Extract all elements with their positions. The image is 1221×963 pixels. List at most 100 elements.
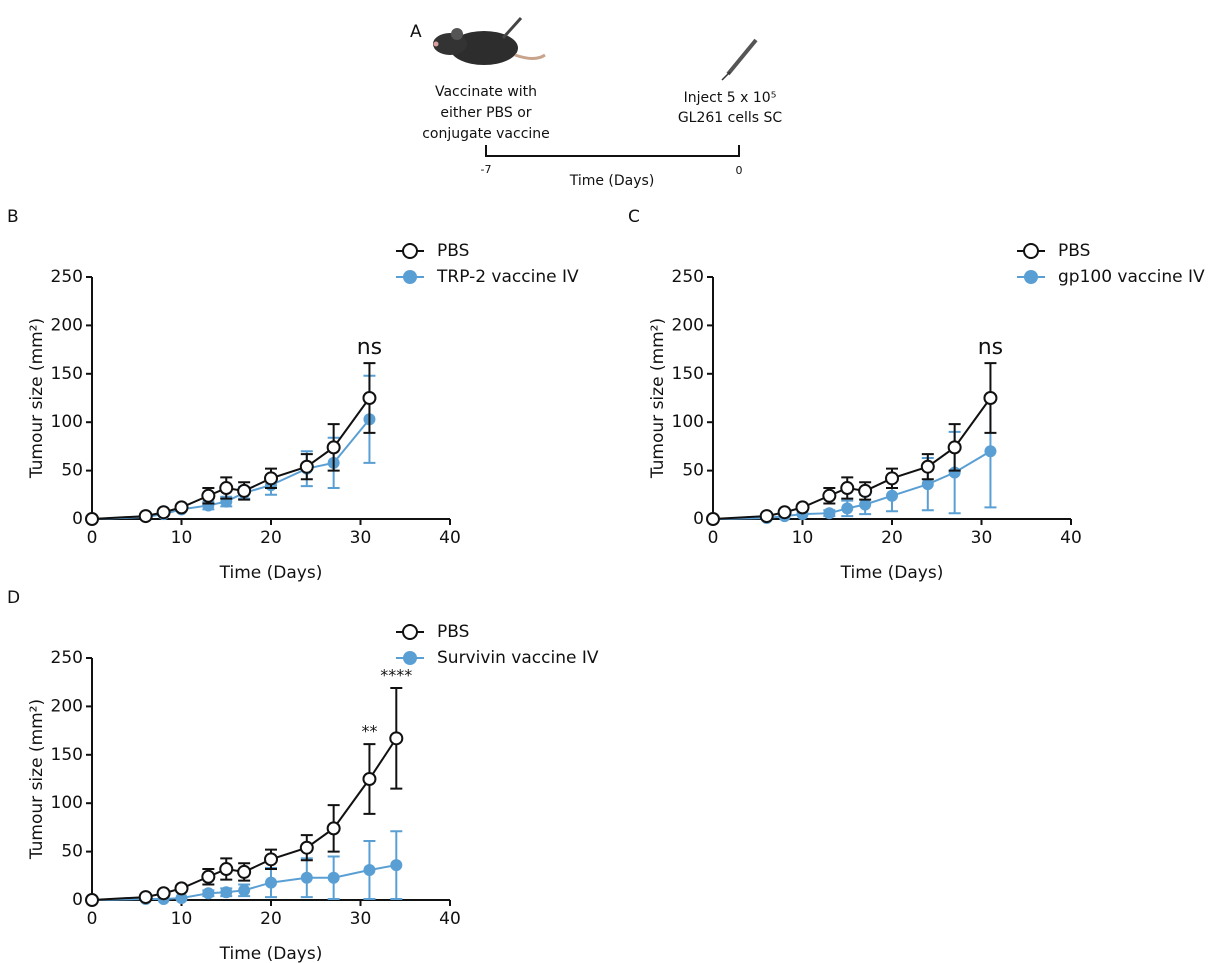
y-axis-label: Tumour size (mm²)	[27, 699, 47, 860]
x-tick-label: 40	[1060, 528, 1082, 548]
data-point	[202, 887, 215, 900]
y-tick-label: 200	[672, 315, 704, 335]
y-tick-label: 150	[51, 364, 83, 384]
y-tick-label: 0	[72, 890, 83, 910]
data-point	[265, 876, 277, 889]
legend-label: PBS	[1058, 241, 1090, 261]
mouse-icon	[433, 28, 546, 65]
y-tick-label: 250	[51, 267, 83, 287]
x-tick-label: 0	[87, 528, 98, 548]
data-point	[858, 483, 873, 498]
x-tick-label: 30	[971, 528, 993, 548]
x-tick-label: 30	[350, 909, 372, 929]
data-point	[947, 440, 962, 455]
y-tick-label: 100	[51, 793, 83, 813]
data-point	[201, 869, 216, 884]
legend-label: TRP-2 vaccine IV	[436, 267, 579, 287]
data-point	[156, 886, 171, 901]
x-tick-label: 20	[881, 528, 903, 548]
data-point	[237, 483, 252, 498]
data-point	[841, 502, 854, 515]
timeline-axis	[485, 145, 740, 157]
legend-label: gp100 vaccine IV	[1058, 267, 1205, 287]
data-point	[921, 478, 934, 491]
data-point	[201, 488, 216, 503]
x-axis-label: Time (Days)	[219, 944, 323, 963]
data-point	[237, 864, 252, 879]
panel-label: B	[7, 207, 19, 227]
timeline-tick: 0	[736, 164, 743, 177]
legend-label: PBS	[437, 241, 469, 261]
data-point	[326, 821, 341, 836]
legend-label: Survivin vaccine IV	[437, 648, 599, 668]
x-tick-label: 40	[439, 528, 461, 548]
x-tick-label: 30	[350, 528, 372, 548]
y-tick-label: 250	[672, 267, 704, 287]
data-point	[823, 507, 836, 520]
x-tick-label: 10	[171, 528, 193, 548]
y-tick-label: 250	[51, 648, 83, 668]
x-tick-label: 20	[260, 909, 282, 929]
step-text: either PBS or	[440, 105, 531, 121]
significance-label: **	[361, 722, 377, 741]
data-point	[174, 881, 189, 896]
legend-marker	[403, 270, 417, 284]
y-tick-label: 200	[51, 696, 83, 716]
legend-label: PBS	[437, 622, 469, 642]
y-tick-label: 50	[682, 461, 704, 481]
x-tick-label: 40	[439, 909, 461, 929]
y-tick-label: 150	[51, 745, 83, 765]
data-point	[885, 471, 899, 486]
data-point	[219, 481, 234, 496]
x-axis-label: Time (Days)	[219, 563, 323, 583]
data-point	[299, 459, 314, 474]
data-point	[238, 884, 251, 897]
step-text: conjugate vaccine	[422, 126, 550, 142]
data-point	[299, 840, 314, 855]
legend-marker	[1023, 243, 1039, 259]
y-tick-label: 200	[51, 315, 83, 335]
panel-a: A Vaccinate with either PBS or conjugate…	[410, 16, 783, 189]
data-point	[327, 871, 340, 884]
panel-label: C	[628, 207, 640, 227]
chart-panel: B 0 50 100 150 200 250 0 10 20 30 40 Time (Days) Tumo…	[7, 207, 579, 583]
data-point	[822, 488, 837, 503]
data-point	[264, 471, 278, 486]
timeline-axis-label: Time (Days)	[569, 173, 655, 189]
y-tick-label: 50	[61, 842, 83, 862]
significance-label: ****	[380, 666, 412, 685]
data-point	[706, 512, 720, 526]
data-point	[759, 509, 774, 524]
step-text: GL261 cells SC	[678, 110, 783, 126]
timeline-tick: -7	[481, 163, 492, 176]
legend-marker	[1024, 270, 1038, 284]
data-point	[264, 852, 278, 867]
data-point	[85, 512, 99, 526]
data-point	[777, 505, 792, 520]
y-tick-label: 0	[72, 509, 83, 529]
step-text: Vaccinate with	[435, 84, 537, 100]
data-point	[859, 498, 872, 511]
panel-label: D	[7, 588, 20, 608]
data-point	[175, 892, 188, 905]
chart-panel: D 0 50 100 150 200 250 0 10 20 30 40 Time (Days) Tumo…	[7, 588, 599, 963]
data-point	[983, 391, 998, 405]
y-axis-label: Tumour size (mm²)	[27, 318, 47, 479]
data-point	[362, 772, 377, 786]
x-tick-label: 0	[87, 909, 98, 929]
x-tick-label: 0	[708, 528, 719, 548]
data-point	[156, 505, 171, 520]
x-tick-label: 10	[171, 909, 193, 929]
legend-marker	[402, 624, 418, 640]
x-tick-label: 10	[792, 528, 814, 548]
data-point	[326, 440, 341, 455]
data-point	[220, 886, 233, 899]
data-point	[920, 459, 935, 474]
data-point	[886, 489, 898, 502]
data-point	[138, 890, 153, 905]
data-point	[984, 445, 997, 458]
step-text: Inject 5 x 10⁵	[684, 90, 777, 106]
legend-marker	[403, 651, 417, 665]
data-point	[948, 466, 961, 479]
